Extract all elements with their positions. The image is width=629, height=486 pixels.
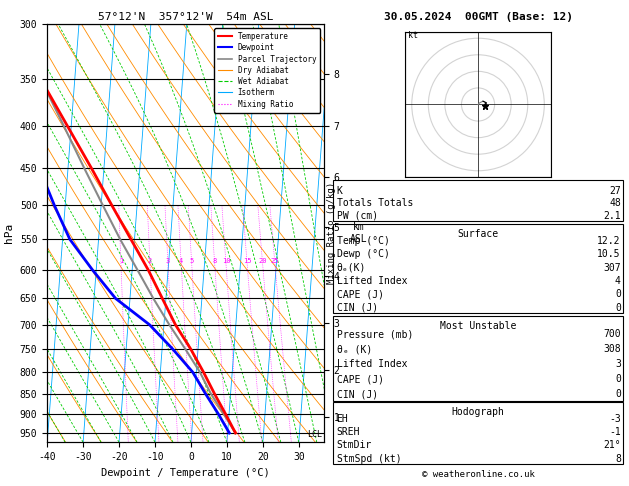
Text: 0: 0 (615, 303, 621, 313)
Text: 0: 0 (615, 389, 621, 399)
Text: 15: 15 (243, 258, 252, 264)
Text: CIN (J): CIN (J) (337, 303, 377, 313)
Text: EH: EH (337, 414, 348, 424)
Text: 4: 4 (615, 276, 621, 286)
Text: Totals Totals: Totals Totals (337, 198, 413, 208)
Text: -3: -3 (609, 414, 621, 424)
Text: StmDir: StmDir (337, 440, 372, 451)
Text: 3: 3 (615, 359, 621, 369)
Text: CAPE (J): CAPE (J) (337, 374, 384, 384)
Text: Dewp (°C): Dewp (°C) (337, 249, 389, 260)
Text: © weatheronline.co.uk: © weatheronline.co.uk (421, 470, 535, 479)
Text: 10: 10 (222, 258, 230, 264)
Text: CIN (J): CIN (J) (337, 389, 377, 399)
Text: θₑ(K): θₑ(K) (337, 262, 366, 273)
Text: 0: 0 (615, 289, 621, 299)
Text: Mixing Ratio (g/kg): Mixing Ratio (g/kg) (327, 182, 336, 284)
Text: 10.5: 10.5 (598, 249, 621, 260)
Title: 57°12'N  357°12'W  54m ASL: 57°12'N 357°12'W 54m ASL (97, 12, 274, 22)
Text: 20: 20 (259, 258, 267, 264)
Text: 8: 8 (615, 453, 621, 464)
Y-axis label: km
ASL: km ASL (350, 223, 368, 244)
Text: 0: 0 (615, 374, 621, 384)
Text: 2: 2 (148, 258, 152, 264)
Text: SREH: SREH (337, 427, 360, 437)
Text: 5: 5 (189, 258, 194, 264)
Text: 12.2: 12.2 (598, 236, 621, 246)
Text: -1: -1 (609, 427, 621, 437)
Text: θₑ (K): θₑ (K) (337, 344, 372, 354)
Y-axis label: hPa: hPa (4, 223, 14, 243)
Text: 8: 8 (213, 258, 217, 264)
Text: 25: 25 (270, 258, 279, 264)
Text: 27: 27 (609, 186, 621, 196)
X-axis label: Dewpoint / Temperature (°C): Dewpoint / Temperature (°C) (101, 468, 270, 478)
Text: 700: 700 (603, 329, 621, 339)
Text: 21°: 21° (603, 440, 621, 451)
Text: 2.1: 2.1 (603, 211, 621, 221)
Text: Surface: Surface (457, 229, 499, 239)
Text: CAPE (J): CAPE (J) (337, 289, 384, 299)
Text: Pressure (mb): Pressure (mb) (337, 329, 413, 339)
Text: Lifted Index: Lifted Index (337, 276, 407, 286)
Text: 308: 308 (603, 344, 621, 354)
Text: 3: 3 (166, 258, 170, 264)
Text: StmSpd (kt): StmSpd (kt) (337, 453, 401, 464)
Legend: Temperature, Dewpoint, Parcel Trajectory, Dry Adiabat, Wet Adiabat, Isotherm, Mi: Temperature, Dewpoint, Parcel Trajectory… (214, 28, 320, 112)
Text: 48: 48 (609, 198, 621, 208)
Text: LCL: LCL (307, 431, 322, 439)
Text: 4: 4 (179, 258, 183, 264)
Text: 1: 1 (119, 258, 123, 264)
Text: kt: kt (408, 31, 418, 40)
Text: Temp (°C): Temp (°C) (337, 236, 389, 246)
Text: 30.05.2024  00GMT (Base: 12): 30.05.2024 00GMT (Base: 12) (384, 12, 572, 22)
Text: Lifted Index: Lifted Index (337, 359, 407, 369)
Text: Most Unstable: Most Unstable (440, 321, 516, 331)
Text: K: K (337, 186, 342, 196)
Text: PW (cm): PW (cm) (337, 211, 377, 221)
Text: Hodograph: Hodograph (452, 407, 504, 417)
Text: 307: 307 (603, 262, 621, 273)
